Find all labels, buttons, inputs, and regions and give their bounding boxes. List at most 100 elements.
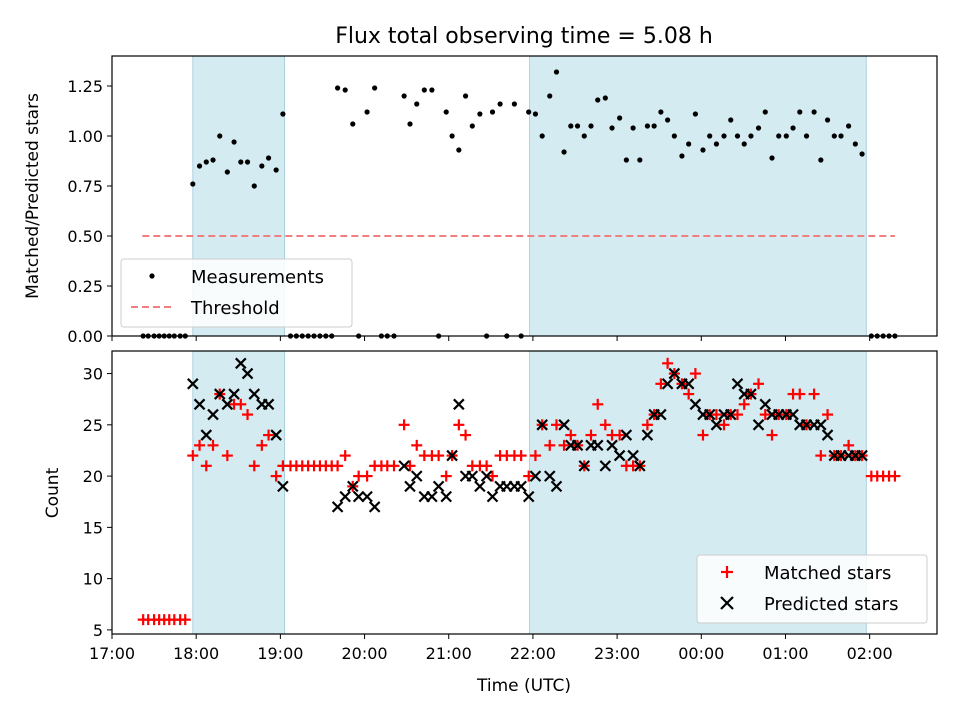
measurement-point	[818, 157, 824, 163]
measurement-point	[265, 155, 272, 161]
measurement-point	[335, 85, 341, 91]
matched-star-point	[565, 429, 577, 441]
measurement-point	[414, 101, 420, 107]
matched-star-point	[411, 439, 423, 451]
x-tick-label: 21:00	[426, 644, 472, 663]
predicted-star-point	[724, 408, 737, 421]
predicted-star-point	[440, 490, 452, 503]
measurement-point	[595, 97, 601, 103]
matched-star-point	[766, 429, 778, 441]
measurement-point	[547, 93, 553, 99]
top-legend: Measurements Threshold	[120, 258, 353, 328]
measurement-point	[443, 109, 449, 115]
measurement-point	[741, 141, 747, 147]
predicted-star-point	[346, 480, 359, 493]
y-tick-label: 1.00	[67, 127, 103, 146]
predicted-star-point	[446, 449, 458, 462]
predicted-star-point	[480, 470, 493, 482]
matched-star-point	[731, 409, 743, 421]
bottom-panel: 5 10 15 20 25 30 17:00 18:00 19:00 20:00 21:00 22:…	[43, 350, 938, 696]
matched-star-point	[843, 439, 855, 451]
measurement-point	[630, 125, 636, 131]
x-tick-label: 00:00	[678, 644, 724, 663]
predicted-star-point	[466, 470, 479, 482]
measurement-point	[623, 157, 629, 163]
measurement-point	[238, 159, 244, 165]
predicted-star-point	[787, 408, 799, 421]
matched-star-point	[433, 450, 445, 462]
predicted-star-point	[682, 378, 695, 390]
measurement-point	[273, 167, 279, 173]
matched-star-point	[388, 460, 400, 472]
predicted-star-point	[410, 470, 423, 482]
predicted-star-point	[578, 460, 591, 472]
predicted-star-point	[591, 439, 604, 452]
measurement-point	[831, 133, 837, 139]
matched-star-point	[759, 409, 771, 421]
matched-star-point	[256, 439, 268, 451]
predicted-star-point	[262, 398, 275, 411]
shaded-span	[529, 55, 867, 337]
matched-star-point	[263, 429, 275, 441]
predicted-star-point	[213, 388, 226, 400]
predicted-star-point	[731, 378, 744, 390]
measurement-point	[671, 133, 677, 139]
predicted-star-point	[474, 480, 486, 493]
matched-star-point	[558, 439, 570, 451]
predicted-star-point	[661, 378, 674, 390]
predicted-star-point	[759, 398, 772, 411]
measurement-point	[755, 125, 762, 131]
measurement-point	[421, 87, 427, 93]
matched-star-point	[794, 388, 806, 400]
measurement-point	[224, 169, 230, 175]
predicted-star-point	[856, 449, 868, 462]
measurement-point	[776, 133, 782, 139]
measurement-point	[665, 117, 671, 123]
predicted-star-point	[571, 439, 584, 452]
predicted-star-point	[352, 490, 365, 503]
measurement-point	[469, 123, 475, 129]
bottom-xlabel: Time (UTC)	[476, 676, 571, 696]
measurement-point	[342, 87, 348, 93]
bottom-legend: Matched stars Predicted stars	[696, 554, 928, 624]
y-tick-label: 0.50	[67, 227, 103, 246]
measurement-point	[651, 123, 657, 129]
matched-star-point	[689, 368, 701, 380]
matched-star-point	[683, 388, 695, 400]
predicted-star-point	[404, 480, 416, 493]
legend-measurements-marker	[149, 273, 155, 279]
measurement-point	[658, 109, 664, 115]
measurement-point	[846, 123, 852, 129]
predicted-star-point	[187, 378, 199, 390]
measurement-point	[713, 141, 720, 147]
measurement-point	[762, 109, 768, 115]
predicted-star-point	[745, 388, 757, 400]
measurement-point	[769, 155, 775, 161]
predicted-star-point	[368, 501, 381, 513]
predicted-star-point	[453, 398, 465, 411]
measurement-point	[372, 85, 378, 91]
matched-star-point	[544, 439, 556, 451]
matched-star-point	[339, 450, 351, 462]
measurement-point	[637, 157, 643, 163]
predicted-star-point	[641, 429, 654, 441]
matched-star-point	[585, 429, 597, 441]
bottom-panel-frame	[111, 350, 938, 635]
matched-star-point	[599, 419, 611, 431]
measurement-point	[852, 141, 858, 147]
matched-star-point	[440, 470, 452, 482]
predicted-star-point	[558, 419, 570, 431]
matched-star-point	[614, 429, 626, 441]
measurement-point	[617, 115, 623, 121]
matched-star-point	[592, 398, 604, 410]
measurement-point	[574, 123, 581, 129]
y-tick-label: 15	[83, 518, 103, 537]
matched-star-point	[662, 357, 674, 369]
measurement-point	[449, 133, 455, 139]
y-tick-label: 30	[83, 365, 103, 384]
measurement-point	[462, 93, 469, 99]
predicted-star-point	[339, 490, 351, 503]
measurement-point	[790, 125, 796, 131]
predicted-star-point	[221, 398, 234, 411]
